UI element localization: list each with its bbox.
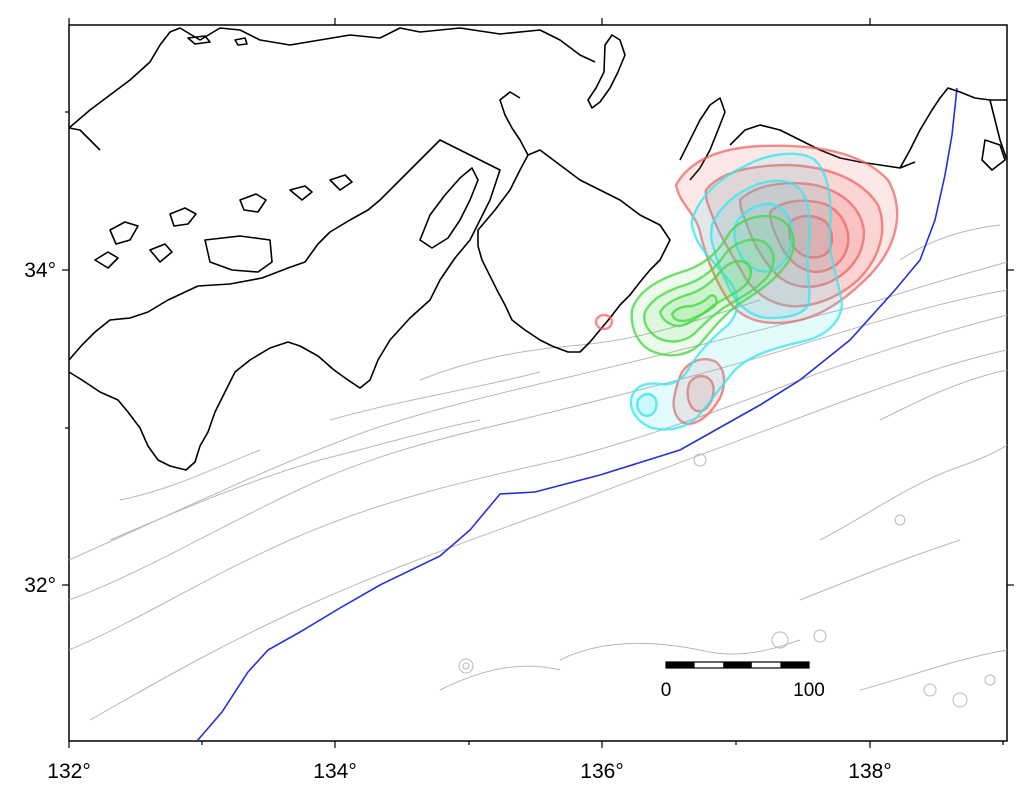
y-tick-label-34: 34° xyxy=(24,259,56,282)
coastlines xyxy=(68,27,1008,471)
frame-ticks xyxy=(62,18,1014,748)
scale-bar-start-label: 0 xyxy=(661,680,672,701)
bathymetry-contours xyxy=(68,224,1008,721)
x-tick-label-132: 132° xyxy=(47,760,90,783)
x-tick-label-134: 134° xyxy=(313,760,356,783)
trough-line xyxy=(196,87,958,742)
map-frame xyxy=(68,24,1008,742)
scale-bar-end-label: 100 xyxy=(793,680,825,701)
x-tick-label-138: 138° xyxy=(848,760,891,783)
x-tick-label-136: 136° xyxy=(580,760,623,783)
y-tick-label-32: 32° xyxy=(24,574,56,597)
scale-bar: 0 100 xyxy=(661,661,825,701)
green-contours xyxy=(630,214,795,357)
